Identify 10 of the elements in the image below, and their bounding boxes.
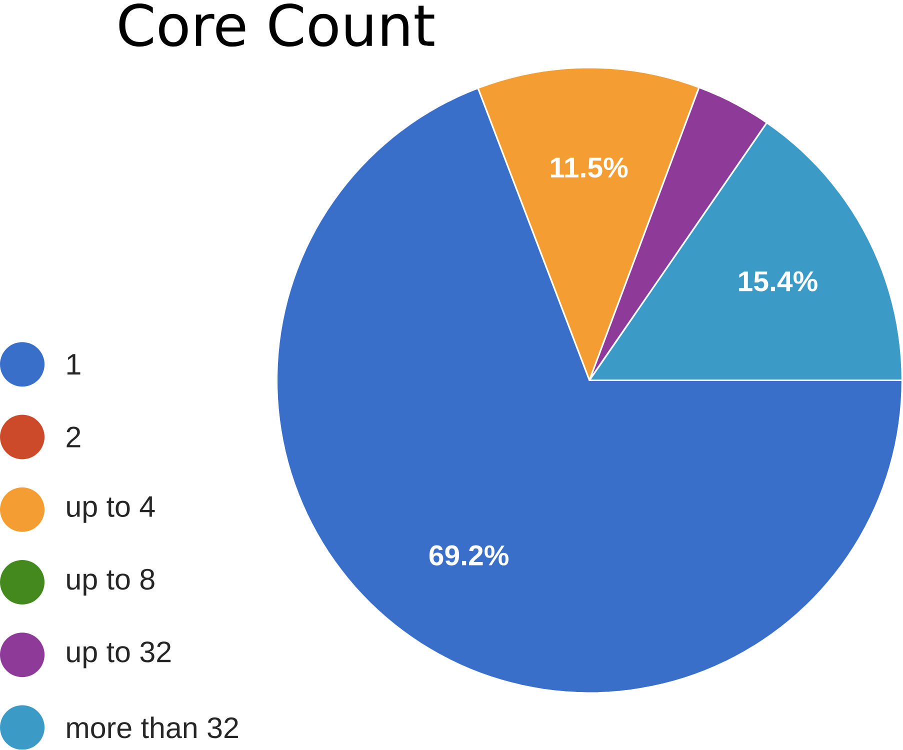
legend-label: up to 8: [67, 568, 154, 596]
legend-label: up to 32: [67, 642, 171, 668]
legend-label: up to 4: [67, 496, 155, 523]
legend-label: 2: [66, 426, 80, 448]
legend-label: 1: [67, 354, 80, 375]
chart-title: Core Count: [119, 4, 434, 47]
data-label: 69.2%: [429, 545, 509, 566]
legend-label: more than 32: [67, 716, 238, 738]
data-label: 11.5%: [550, 158, 628, 178]
data-label: 15.4%: [739, 271, 818, 292]
